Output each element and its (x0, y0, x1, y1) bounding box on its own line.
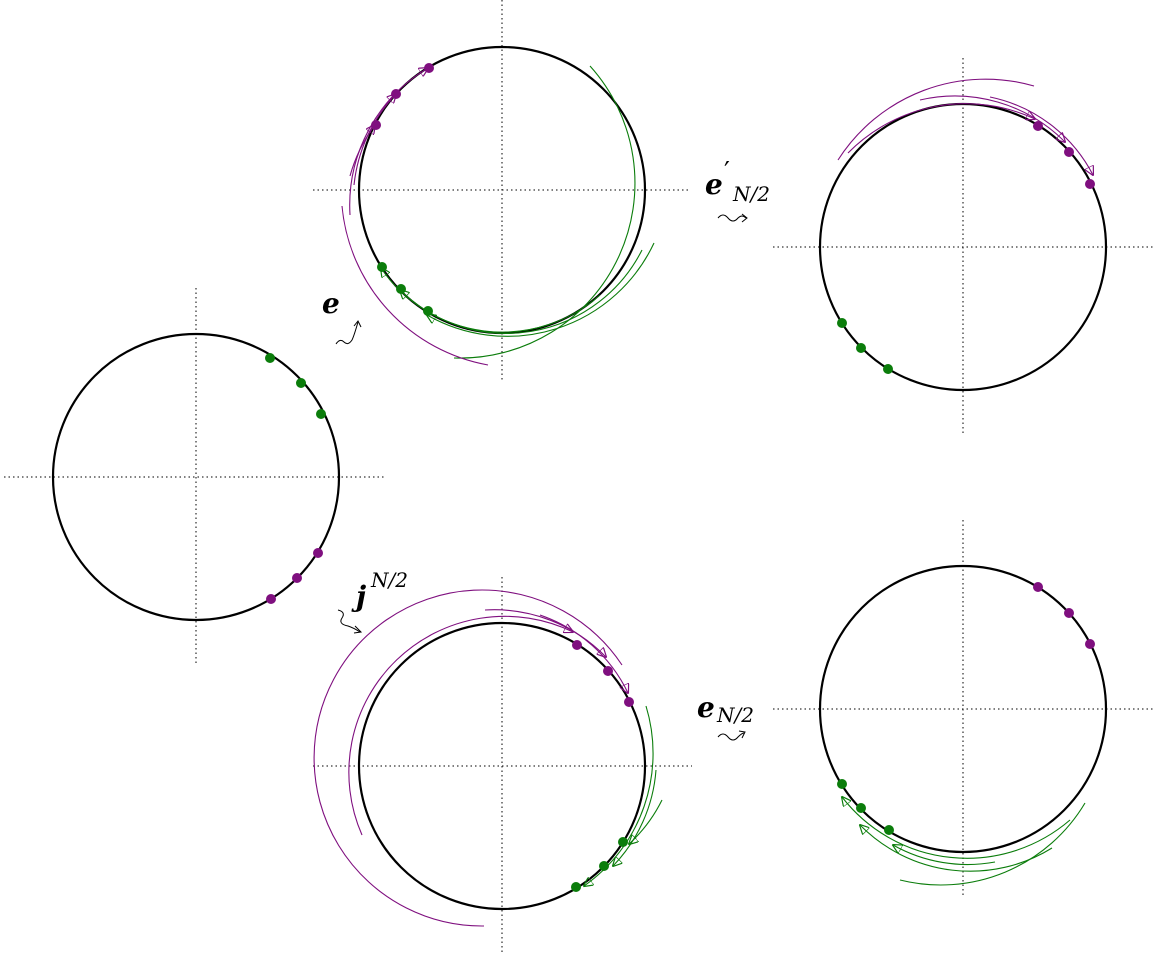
transition-e: e (322, 287, 362, 345)
top-middle-green-arc-mid (427, 242, 655, 337)
bottom-right-green-arc-1 (842, 797, 1071, 859)
top-middle-green-arc-inner (400, 249, 643, 334)
top-right-purple-arc-3 (989, 96, 1093, 175)
top-middle-green-arc-outer (453, 65, 636, 359)
left-green-dot-1 (265, 353, 275, 363)
top-right-green-dot-1 (837, 318, 847, 328)
transition-e-half-base: e (697, 691, 715, 724)
bottom-right-purple-dot-3 (1085, 639, 1095, 649)
bottom-middle-green-arc-2 (613, 769, 657, 866)
top-right-green-dot-2 (856, 343, 866, 353)
transition-e-half-squiggle-arrow-icon (717, 732, 745, 741)
left-green-dot-3 (316, 409, 326, 419)
bottom-middle-green-arc-3 (629, 799, 663, 844)
bottom-middle-circle (357, 621, 647, 911)
top-right-purple-arc-outer (837, 78, 1035, 161)
bottom-right-circle (818, 564, 1108, 854)
transition-j-squiggle-arrow-icon (337, 609, 361, 633)
transition-e-half-arrowhead-icon (738, 730, 746, 739)
transition-j-base: j (351, 580, 366, 613)
top-right-circle-group (773, 58, 1154, 436)
bottom-middle-purple-arc-2 (484, 609, 606, 657)
top-middle-green-dot-2 (396, 284, 406, 294)
bottom-right-green-dot-3 (884, 825, 894, 835)
bottom-middle-circle-group (313, 577, 692, 955)
top-middle-circle-group (313, 0, 690, 380)
top-right-purple-arc-2 (919, 95, 1065, 142)
top-right-purple-arc-1 (847, 103, 1035, 154)
transition-e-arrowhead-icon (353, 320, 362, 328)
bottom-middle-purple-arc-3 (539, 614, 628, 693)
left-purple-dot-3 (266, 594, 276, 604)
bottom-middle-purple-dot-1 (572, 640, 582, 650)
transition-e-prime-mark: ′ (724, 157, 730, 187)
bottom-right-green-arc-3 (893, 845, 996, 866)
left-circle-group (4, 288, 386, 666)
bottom-middle-green-dot-2 (599, 861, 609, 871)
transition-e-prime: e ′ N/2 (705, 157, 770, 223)
top-right-purple-dot-3 (1085, 179, 1095, 189)
bottom-right-green-arc-2 (860, 825, 1053, 872)
left-green-dot-2 (296, 378, 306, 388)
transition-e-half: e N/2 (697, 691, 754, 741)
bottom-middle-purple-arc-outer (313, 589, 623, 927)
transition-e-half-sub: N/2 (716, 703, 754, 727)
transition-e-squiggle-arrow-icon (335, 321, 359, 345)
bottom-middle-purple-arc-1 (348, 615, 573, 836)
left-purple-dot-1 (313, 548, 323, 558)
bottom-right-green-dot-2 (856, 803, 866, 813)
top-right-purple-dot-1 (1033, 121, 1043, 131)
transition-e-prime-arrowhead-icon (741, 213, 748, 223)
bottom-middle-green-dot-3 (571, 882, 581, 892)
bottom-right-green-arc-outer (899, 802, 1086, 886)
bottom-right-purple-dot-2 (1064, 608, 1074, 618)
bottom-middle-green-dot-1 (618, 837, 628, 847)
top-middle-purple-dot-2 (391, 89, 401, 99)
bottom-right-green-dot-1 (837, 779, 847, 789)
left-circle (51, 332, 341, 622)
transition-e-label: e (322, 287, 340, 320)
bottom-right-circle-group (773, 520, 1154, 898)
top-middle-purple-arc-1 (349, 68, 428, 216)
bottom-right-purple-dot-1 (1033, 582, 1043, 592)
top-middle-purple-arc-outer (341, 205, 489, 366)
transition-j-sup: N/2 (370, 568, 408, 592)
top-right-purple-dot-2 (1064, 147, 1074, 157)
top-middle-purple-dot-3 (371, 120, 381, 130)
top-middle-green-dot-3 (423, 306, 433, 316)
top-middle-green-arc-innermost (381, 268, 601, 333)
transition-j-arrowhead-icon (353, 625, 363, 634)
transition-j: j N/2 (337, 568, 408, 634)
bottom-middle-purple-dot-3 (624, 697, 634, 707)
transition-e-prime-squiggle-arrow-icon (717, 214, 747, 222)
transition-e-prime-sub: N/2 (732, 182, 770, 206)
bottom-middle-purple-dot-2 (603, 666, 613, 676)
top-middle-purple-dot-1 (424, 63, 434, 73)
left-purple-dot-2 (292, 573, 302, 583)
top-right-green-dot-3 (883, 364, 893, 374)
top-middle-green-dot-1 (377, 262, 387, 272)
transition-e-prime-base: e (705, 168, 723, 201)
